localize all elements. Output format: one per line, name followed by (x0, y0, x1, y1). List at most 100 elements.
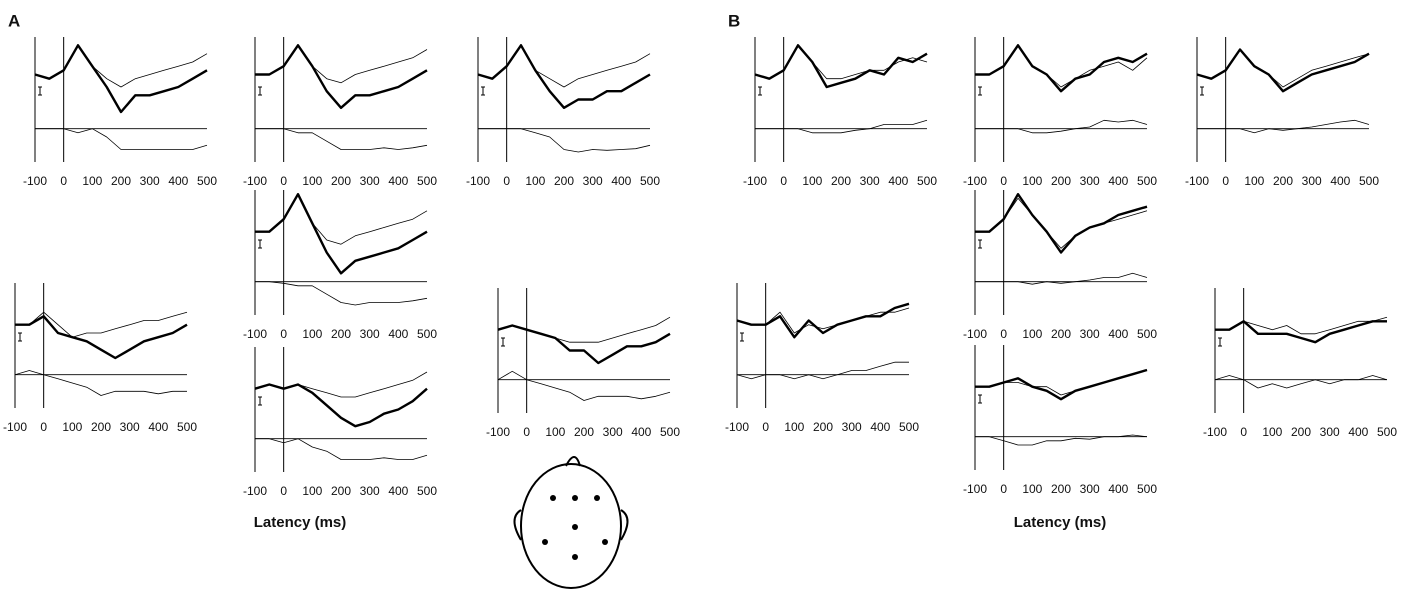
x-tick-label: 500 (417, 484, 437, 498)
x-tick-label: 300 (140, 174, 160, 188)
x-tick-label: 200 (554, 174, 574, 188)
x-tick-label: 400 (888, 174, 908, 188)
waveform (15, 311, 188, 338)
waveform (14, 370, 187, 396)
x-tick-label: 400 (631, 425, 651, 439)
erp-panel: -100 0 100 200 300 400 500 (963, 345, 1157, 496)
waveform (754, 44, 928, 80)
x-tick-label: 0 (1222, 174, 1229, 188)
waveform (736, 307, 910, 334)
x-tick-label: 300 (842, 420, 862, 434)
waveform (975, 272, 1148, 285)
x-tick-label: 100 (1022, 174, 1042, 188)
x-tick-label: 0 (780, 174, 787, 188)
ear (620, 509, 629, 541)
waveform (15, 315, 188, 360)
waveform (34, 44, 208, 88)
x-tick-label: 0 (523, 425, 530, 439)
x-tick-label: 100 (1022, 327, 1042, 341)
x-tick-label: -100 (1185, 174, 1209, 188)
x-tick-label: 400 (1108, 482, 1128, 496)
waveform (255, 193, 428, 275)
scale-bar (501, 337, 505, 347)
scale-bar (1218, 337, 1222, 347)
axis-label: Latency (ms) (1014, 514, 1107, 531)
x-tick-label: -100 (3, 420, 27, 434)
x-tick-label: 400 (388, 327, 408, 341)
electrode (550, 495, 556, 501)
electrode (594, 495, 600, 501)
x-tick-label: 400 (611, 174, 631, 188)
x-tick-label: 100 (82, 174, 102, 188)
x-tick-label: 0 (40, 420, 47, 434)
x-tick-label: -100 (963, 327, 987, 341)
erp-panel: -100 0 100 200 300 400 500 (466, 37, 660, 188)
x-tick-label: -100 (1203, 425, 1227, 439)
erp-panel: -100 0 100 200 300 400 500 (243, 347, 437, 498)
x-tick-label: 300 (1080, 174, 1100, 188)
panel-label: B (728, 11, 740, 30)
scale-bar (258, 86, 262, 96)
erp-panel: -100 0 100 200 300 400 500 (486, 288, 680, 439)
head (520, 463, 622, 589)
x-tick-label: 0 (1000, 327, 1007, 341)
x-tick-label: 400 (168, 174, 188, 188)
x-tick-label: 400 (388, 174, 408, 188)
waveform (755, 119, 928, 134)
x-tick-label: 500 (197, 174, 217, 188)
x-tick-label: 400 (1330, 174, 1350, 188)
x-tick-label: -100 (23, 174, 47, 188)
x-tick-label: 200 (574, 425, 594, 439)
x-tick-label: 300 (1080, 327, 1100, 341)
erp-panel: -100 0 100 200 300 400 500 (243, 190, 437, 341)
x-tick-label: -100 (725, 420, 749, 434)
erp-panel: -100 0 100 200 300 400 500 (23, 37, 217, 188)
x-tick-label: 300 (120, 420, 140, 434)
waveform (255, 44, 428, 84)
scale-bar (758, 86, 762, 96)
scale-bar (258, 396, 262, 406)
waveform (255, 281, 428, 306)
waveform (736, 361, 909, 380)
panel-label: A (8, 11, 20, 30)
x-tick-label: 100 (62, 420, 82, 434)
x-tick-label: 300 (1302, 174, 1322, 188)
waveform (255, 438, 428, 460)
nose (565, 456, 581, 467)
waveform (34, 44, 208, 114)
x-tick-label: 100 (1244, 174, 1264, 188)
x-tick-label: 300 (860, 174, 880, 188)
x-tick-label: 500 (1359, 174, 1379, 188)
x-tick-label: 200 (813, 420, 833, 434)
scale-bar (740, 332, 744, 342)
erp-panel: -100 0 100 200 300 400 500 (1185, 37, 1379, 188)
waveform (497, 324, 671, 365)
x-tick-label: 300 (360, 327, 380, 341)
x-tick-label: 500 (1137, 174, 1157, 188)
x-tick-label: 400 (870, 420, 890, 434)
x-tick-label: 200 (1051, 174, 1071, 188)
x-tick-label: 100 (525, 174, 545, 188)
x-tick-label: 500 (640, 174, 660, 188)
waveform (497, 370, 671, 401)
waveform (975, 119, 1148, 134)
x-tick-label: 100 (302, 327, 322, 341)
x-tick-label: 100 (545, 425, 565, 439)
waveform (975, 434, 1148, 446)
x-tick-label: 100 (302, 174, 322, 188)
x-tick-label: 500 (1137, 482, 1157, 496)
waveform (255, 128, 428, 150)
x-tick-label: -100 (963, 482, 987, 496)
erp-panel: -100 0 100 200 300 400 500 (963, 37, 1157, 188)
waveform (1214, 375, 1388, 389)
electrode (602, 539, 608, 545)
x-tick-label: 300 (1080, 482, 1100, 496)
scale-bar (1200, 86, 1204, 96)
x-tick-label: 300 (1320, 425, 1340, 439)
x-tick-label: 500 (1137, 327, 1157, 341)
x-tick-label: -100 (243, 327, 267, 341)
x-tick-label: 300 (360, 174, 380, 188)
electrodes (542, 495, 608, 560)
x-tick-label: 100 (1262, 425, 1282, 439)
